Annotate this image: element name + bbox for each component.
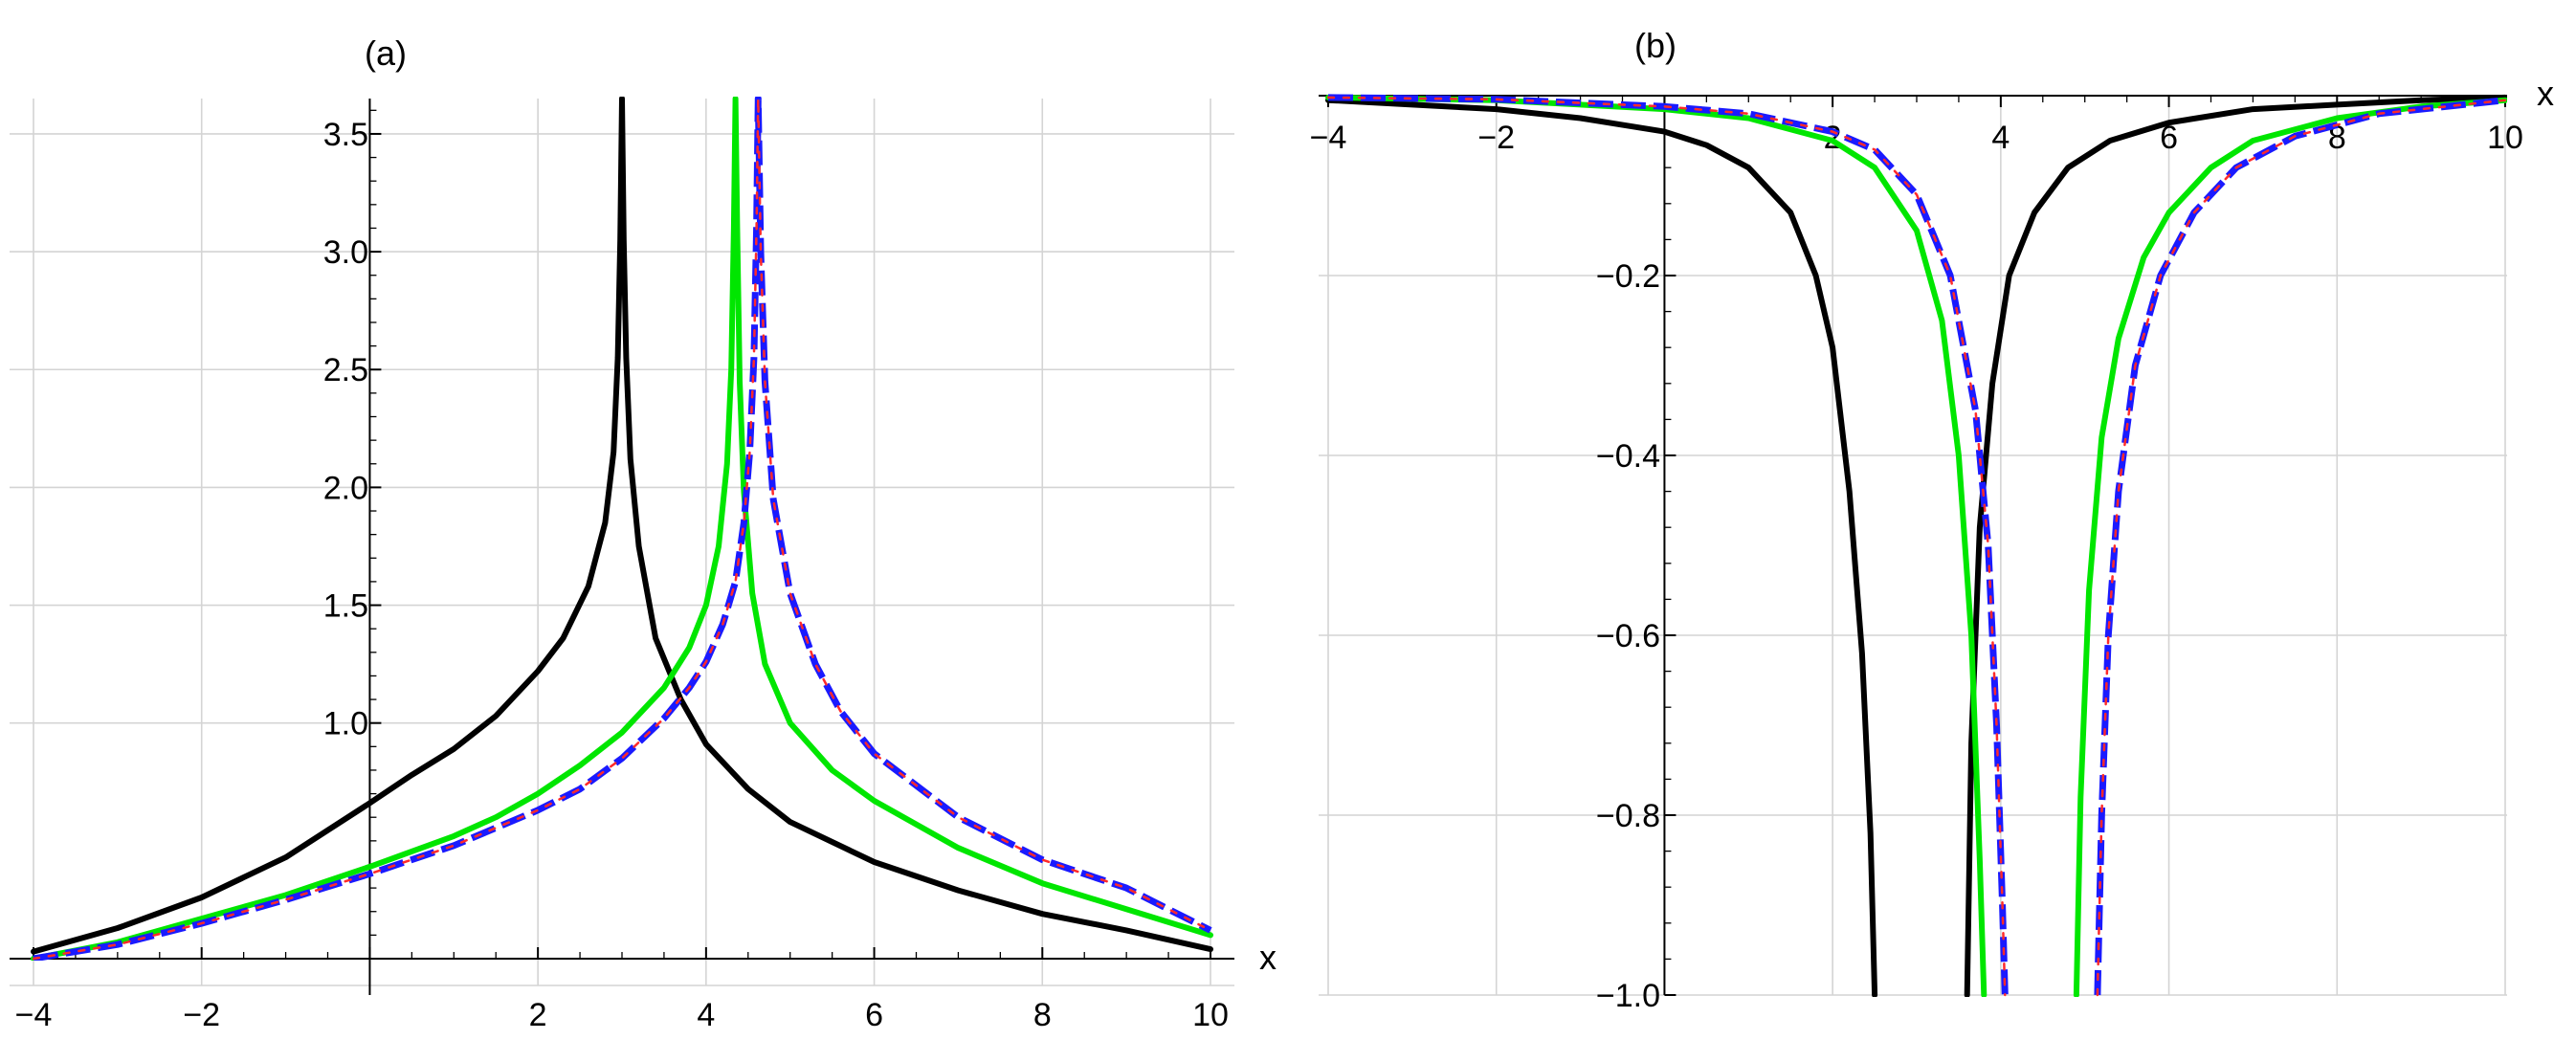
series-line-3	[32, 97, 1212, 961]
y-tick-labels: −0.2 −0.4 −0.6 −0.8 −1.0	[1596, 258, 1660, 1014]
x-tick-label: −2	[1477, 120, 1515, 156]
panel-a: −4 −2 2 4 6 8 10 1.0 1.5 2.0 2.5 3.0 3.5 (a) x	[10, 33, 1277, 1033]
y-tick-label: −0.4	[1596, 438, 1660, 475]
y-ticks	[369, 109, 382, 960]
x-tick-label: 6	[865, 997, 883, 1033]
series-line-0	[1325, 94, 2507, 997]
series-group	[1325, 94, 2507, 997]
series-group	[31, 97, 1213, 961]
series-line-1	[1325, 94, 2507, 997]
y-tick-label: 1.5	[323, 588, 368, 625]
series-line-3	[1326, 96, 2507, 997]
x-tick-label: 2	[529, 997, 547, 1033]
y-tick-labels: 1.0 1.5 2.0 2.5 3.0 3.5	[323, 117, 368, 742]
panel-label: (b)	[1634, 26, 1677, 65]
x-tick-labels: −4 −2 2 4 6 8 10	[15, 997, 1229, 1033]
x-tick-label: 10	[2487, 120, 2523, 156]
y-tick-label: −0.8	[1596, 798, 1660, 834]
y-tick-label: 3.0	[323, 234, 368, 271]
x-tick-label: 6	[2160, 120, 2178, 156]
y-tick-label: −0.6	[1596, 618, 1660, 654]
x-tick-labels: −4 −2 2 4 6 8 10	[1310, 120, 2523, 156]
x-tick-label: 4	[697, 997, 715, 1033]
y-tick-label: 2.0	[323, 470, 368, 506]
y-tick-label: −0.2	[1596, 258, 1660, 295]
y-tick-label: −1.0	[1596, 978, 1660, 1014]
x-tick-label: 10	[1192, 997, 1229, 1033]
x-tick-label: −4	[1310, 120, 1347, 156]
x-axis-label: x	[1259, 938, 1277, 977]
x-ticks	[33, 947, 1211, 959]
panel-label: (a)	[365, 33, 407, 73]
grid	[1319, 96, 2507, 996]
x-tick-label: 8	[1033, 997, 1052, 1033]
y-tick-label: 3.5	[323, 117, 368, 153]
y-tick-label: 1.0	[323, 706, 368, 742]
x-tick-label: −4	[15, 997, 53, 1033]
x-tick-label: −2	[183, 997, 220, 1033]
x-axis-label: x	[2537, 74, 2554, 113]
x-tick-label: 4	[1991, 120, 2010, 156]
y-tick-label: 2.5	[323, 352, 368, 388]
y-ticks	[1664, 95, 1677, 996]
panel-b: −4 −2 2 4 6 8 10−0.2−0.4−0.6−0.8−1.0(b)x	[1310, 26, 2554, 1014]
series-line-0	[31, 97, 1213, 955]
series-line-1	[31, 97, 1213, 961]
